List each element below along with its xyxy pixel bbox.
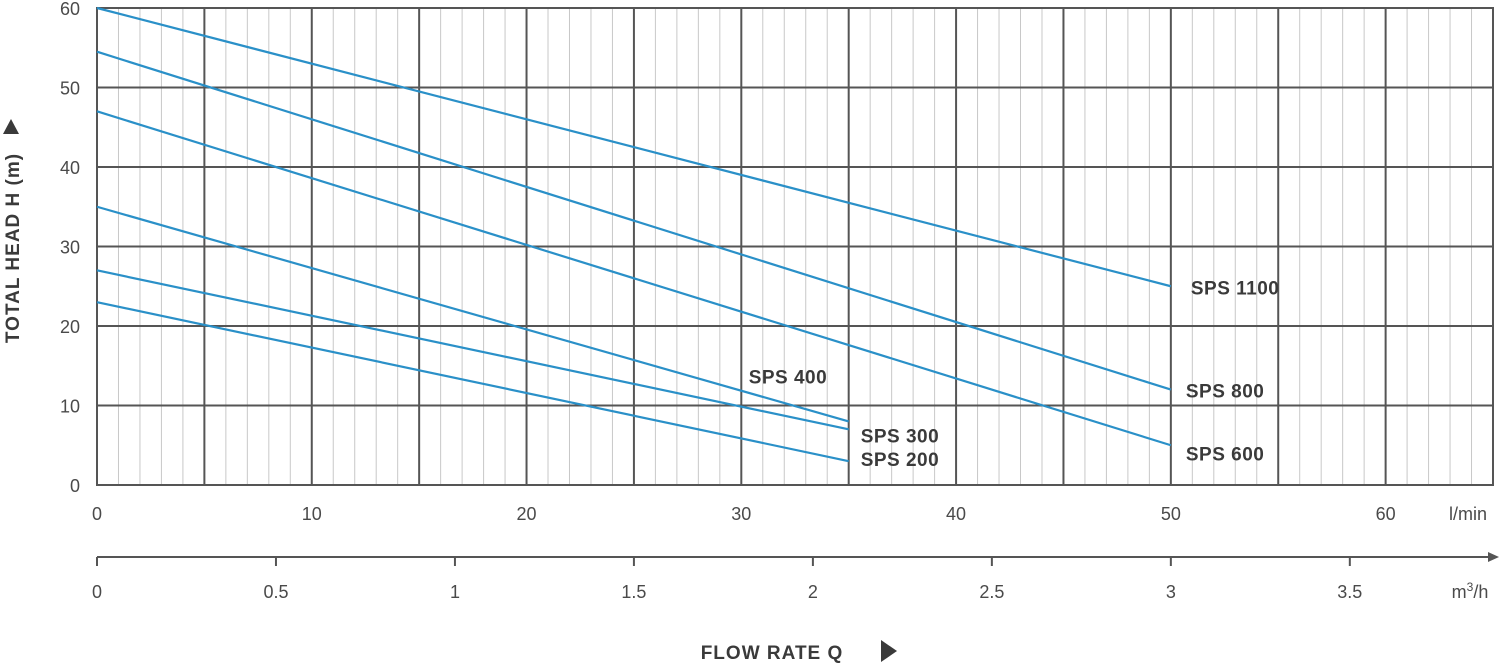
secondary-tick-label: 0 [92, 582, 102, 602]
x-tick-label: 30 [731, 504, 751, 524]
series-line [96, 205, 849, 423]
x-axis-arrow-icon [881, 640, 897, 662]
series-label: SPS 400 [749, 367, 828, 388]
secondary-x-axis: 0 0.5 1 1.5 2 2.5 3 3.5 [92, 552, 1499, 602]
series-label: SPS 300 [861, 426, 940, 447]
x-axis-ticks: 0 10 20 30 40 50 60 [92, 504, 1396, 524]
x-tick-label: 20 [517, 504, 537, 524]
plot-border [96, 7, 1494, 486]
y-tick-label: 20 [60, 317, 80, 337]
y-tick-label: 0 [70, 476, 80, 496]
secondary-tick-label: 2 [808, 582, 818, 602]
y-axis-ticks: 0 10 20 30 40 50 60 [60, 0, 80, 496]
secondary-axis-arrow-icon [1488, 552, 1499, 562]
secondary-tick-label: 3.5 [1337, 582, 1362, 602]
y-tick-label: 10 [60, 397, 80, 417]
x-tick-label: 40 [946, 504, 966, 524]
secondary-tick-label: 0.5 [263, 582, 288, 602]
major-grid [97, 8, 1493, 485]
series-label: SPS 800 [1186, 382, 1265, 403]
y-tick-label: 40 [60, 158, 80, 178]
series-label: SPS 200 [861, 450, 940, 471]
x-axis-title: FLOW RATE Q [701, 643, 844, 663]
x-tick-label: 10 [302, 504, 322, 524]
secondary-tick-label: 2.5 [979, 582, 1004, 602]
series-label: SPS 1100 [1191, 278, 1280, 299]
y-axis-title: TOTAL HEAD H (m) [3, 153, 24, 343]
y-axis-arrow-icon [3, 119, 19, 134]
secondary-tick-label: 1.5 [621, 582, 646, 602]
secondary-tick-label: 3 [1166, 582, 1176, 602]
series-line [96, 110, 1172, 447]
x2-unit-label: m3/h [1452, 580, 1489, 602]
x-tick-label: 60 [1376, 504, 1396, 524]
x-tick-label: 50 [1161, 504, 1181, 524]
x-tick-label: 0 [92, 504, 102, 524]
y-tick-label: 50 [60, 79, 80, 99]
y-tick-label: 60 [60, 0, 80, 19]
y-tick-label: 30 [60, 238, 80, 258]
x-unit-label: l/min [1449, 504, 1487, 524]
secondary-tick-label: 1 [450, 582, 460, 602]
series-line [96, 50, 1172, 391]
series-label: SPS 600 [1186, 444, 1265, 465]
series-labels: SPS 1100 SPS 800 SPS 600 SPS 400 SPS 300 SPS … [749, 278, 1280, 471]
series-line [96, 6, 1172, 288]
series-line [96, 301, 849, 463]
series-line [96, 269, 849, 431]
series-lines [96, 6, 1172, 463]
